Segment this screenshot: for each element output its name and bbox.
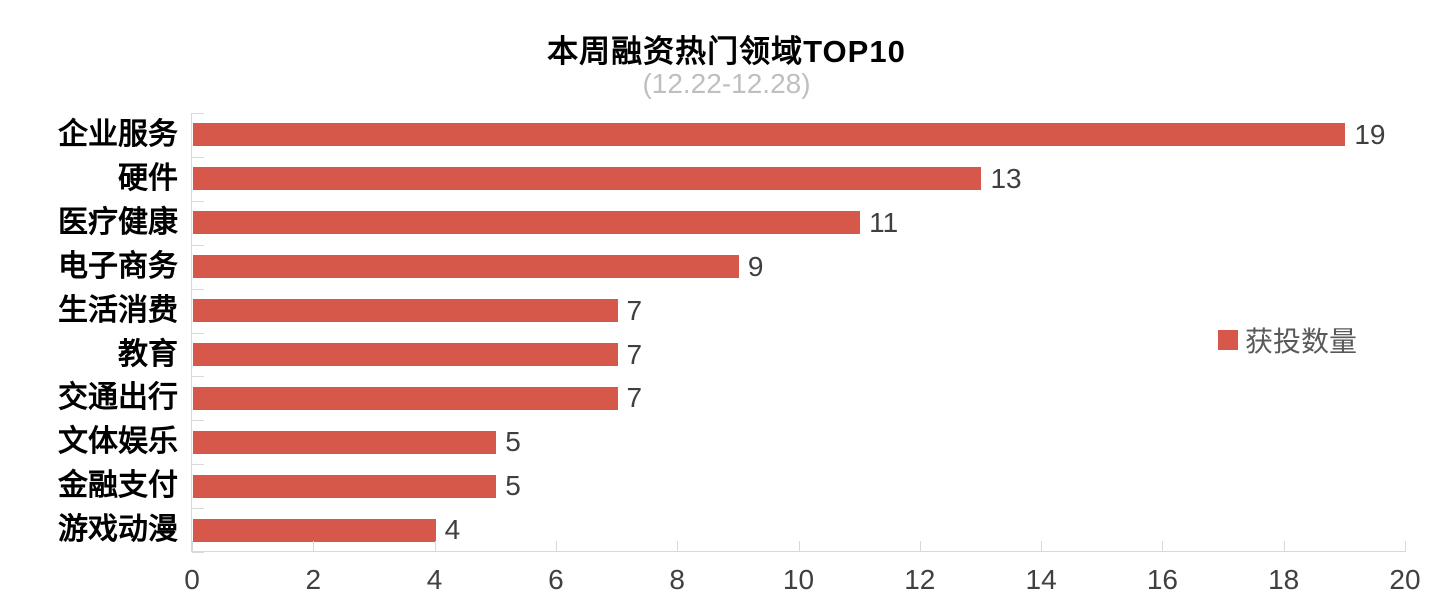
- x-axis-tick-label: 20: [1389, 564, 1421, 595]
- x-axis-tick: [1162, 541, 1164, 552]
- y-axis-tick: [192, 464, 204, 466]
- bar: [193, 299, 618, 323]
- value-label: 13: [990, 162, 1022, 194]
- legend: 获投数量: [1218, 320, 1357, 360]
- x-axis-tick: [1405, 541, 1406, 552]
- value-label: 11: [869, 206, 899, 238]
- y-axis-tick: [192, 244, 204, 246]
- x-axis-tick-label: 18: [1268, 564, 1300, 595]
- category-label: 硬件: [118, 161, 178, 195]
- legend-label: 获投数量: [1245, 326, 1358, 357]
- y-axis-tick: [192, 156, 204, 158]
- x-axis-tick: [555, 541, 557, 552]
- x-axis-tick: [919, 541, 921, 552]
- x-axis-tick-label: 14: [1025, 564, 1057, 595]
- category-label: 生活消费: [58, 293, 178, 327]
- value-label: 5: [505, 470, 521, 502]
- value-label: 7: [626, 338, 643, 370]
- bar: [193, 386, 618, 410]
- value-label: 7: [626, 294, 643, 326]
- chart-subtitle: (12.22-12.28): [642, 68, 811, 99]
- value-label: 4: [444, 514, 461, 546]
- x-axis-tick: [1283, 541, 1285, 552]
- value-label: 7: [626, 382, 643, 414]
- y-axis-tick: [192, 508, 204, 510]
- bar: [193, 255, 739, 279]
- category-label: 企业服务: [58, 118, 178, 151]
- category-label: 文体娱乐: [58, 425, 178, 459]
- category-label: 教育: [118, 337, 178, 371]
- y-axis-tick: [192, 332, 204, 334]
- y-axis-tick: [192, 288, 204, 290]
- value-label: 9: [747, 250, 764, 282]
- category-label: 游戏动漫: [58, 513, 178, 547]
- x-axis-tick: [677, 541, 679, 552]
- x-axis-tick-label: 10: [782, 564, 815, 595]
- x-axis-tick: [313, 541, 315, 552]
- value-label: 5: [505, 426, 521, 458]
- y-axis-tick: [192, 113, 204, 114]
- category-label: 金融支付: [58, 469, 178, 503]
- y-axis-tick: [192, 200, 204, 202]
- chart-title: 本周融资热门领域TOP10: [547, 34, 906, 69]
- bar: [193, 430, 497, 454]
- x-axis-tick: [1041, 541, 1043, 552]
- x-axis-tick-label: 4: [426, 564, 443, 595]
- y-axis-line: [191, 113, 192, 552]
- y-axis-tick: [192, 420, 204, 422]
- x-axis-tick-label: 12: [904, 564, 936, 595]
- x-axis-tick: [798, 541, 800, 552]
- x-axis-tick-label: 2: [305, 564, 322, 595]
- x-axis-tick: [192, 541, 193, 552]
- bar: [193, 211, 861, 235]
- bar: [193, 342, 618, 366]
- category-label: 电子商务: [58, 249, 178, 283]
- y-axis-tick: [192, 376, 204, 378]
- x-axis-tick-label: 16: [1146, 564, 1178, 595]
- y-axis-tick: [192, 552, 204, 553]
- bar: [193, 518, 436, 542]
- legend-swatch-icon: [1218, 330, 1238, 350]
- x-axis-tick: [434, 541, 436, 552]
- x-axis-tick-label: 8: [669, 564, 685, 595]
- x-axis-tick-label: 0: [184, 564, 200, 595]
- category-label: 医疗健康: [58, 205, 178, 239]
- value-label: 19: [1354, 119, 1386, 150]
- bar: [193, 123, 1346, 147]
- bar: [193, 474, 497, 498]
- bar: [193, 167, 982, 191]
- x-axis-tick-label: 6: [548, 564, 564, 595]
- category-label: 交通出行: [58, 381, 178, 415]
